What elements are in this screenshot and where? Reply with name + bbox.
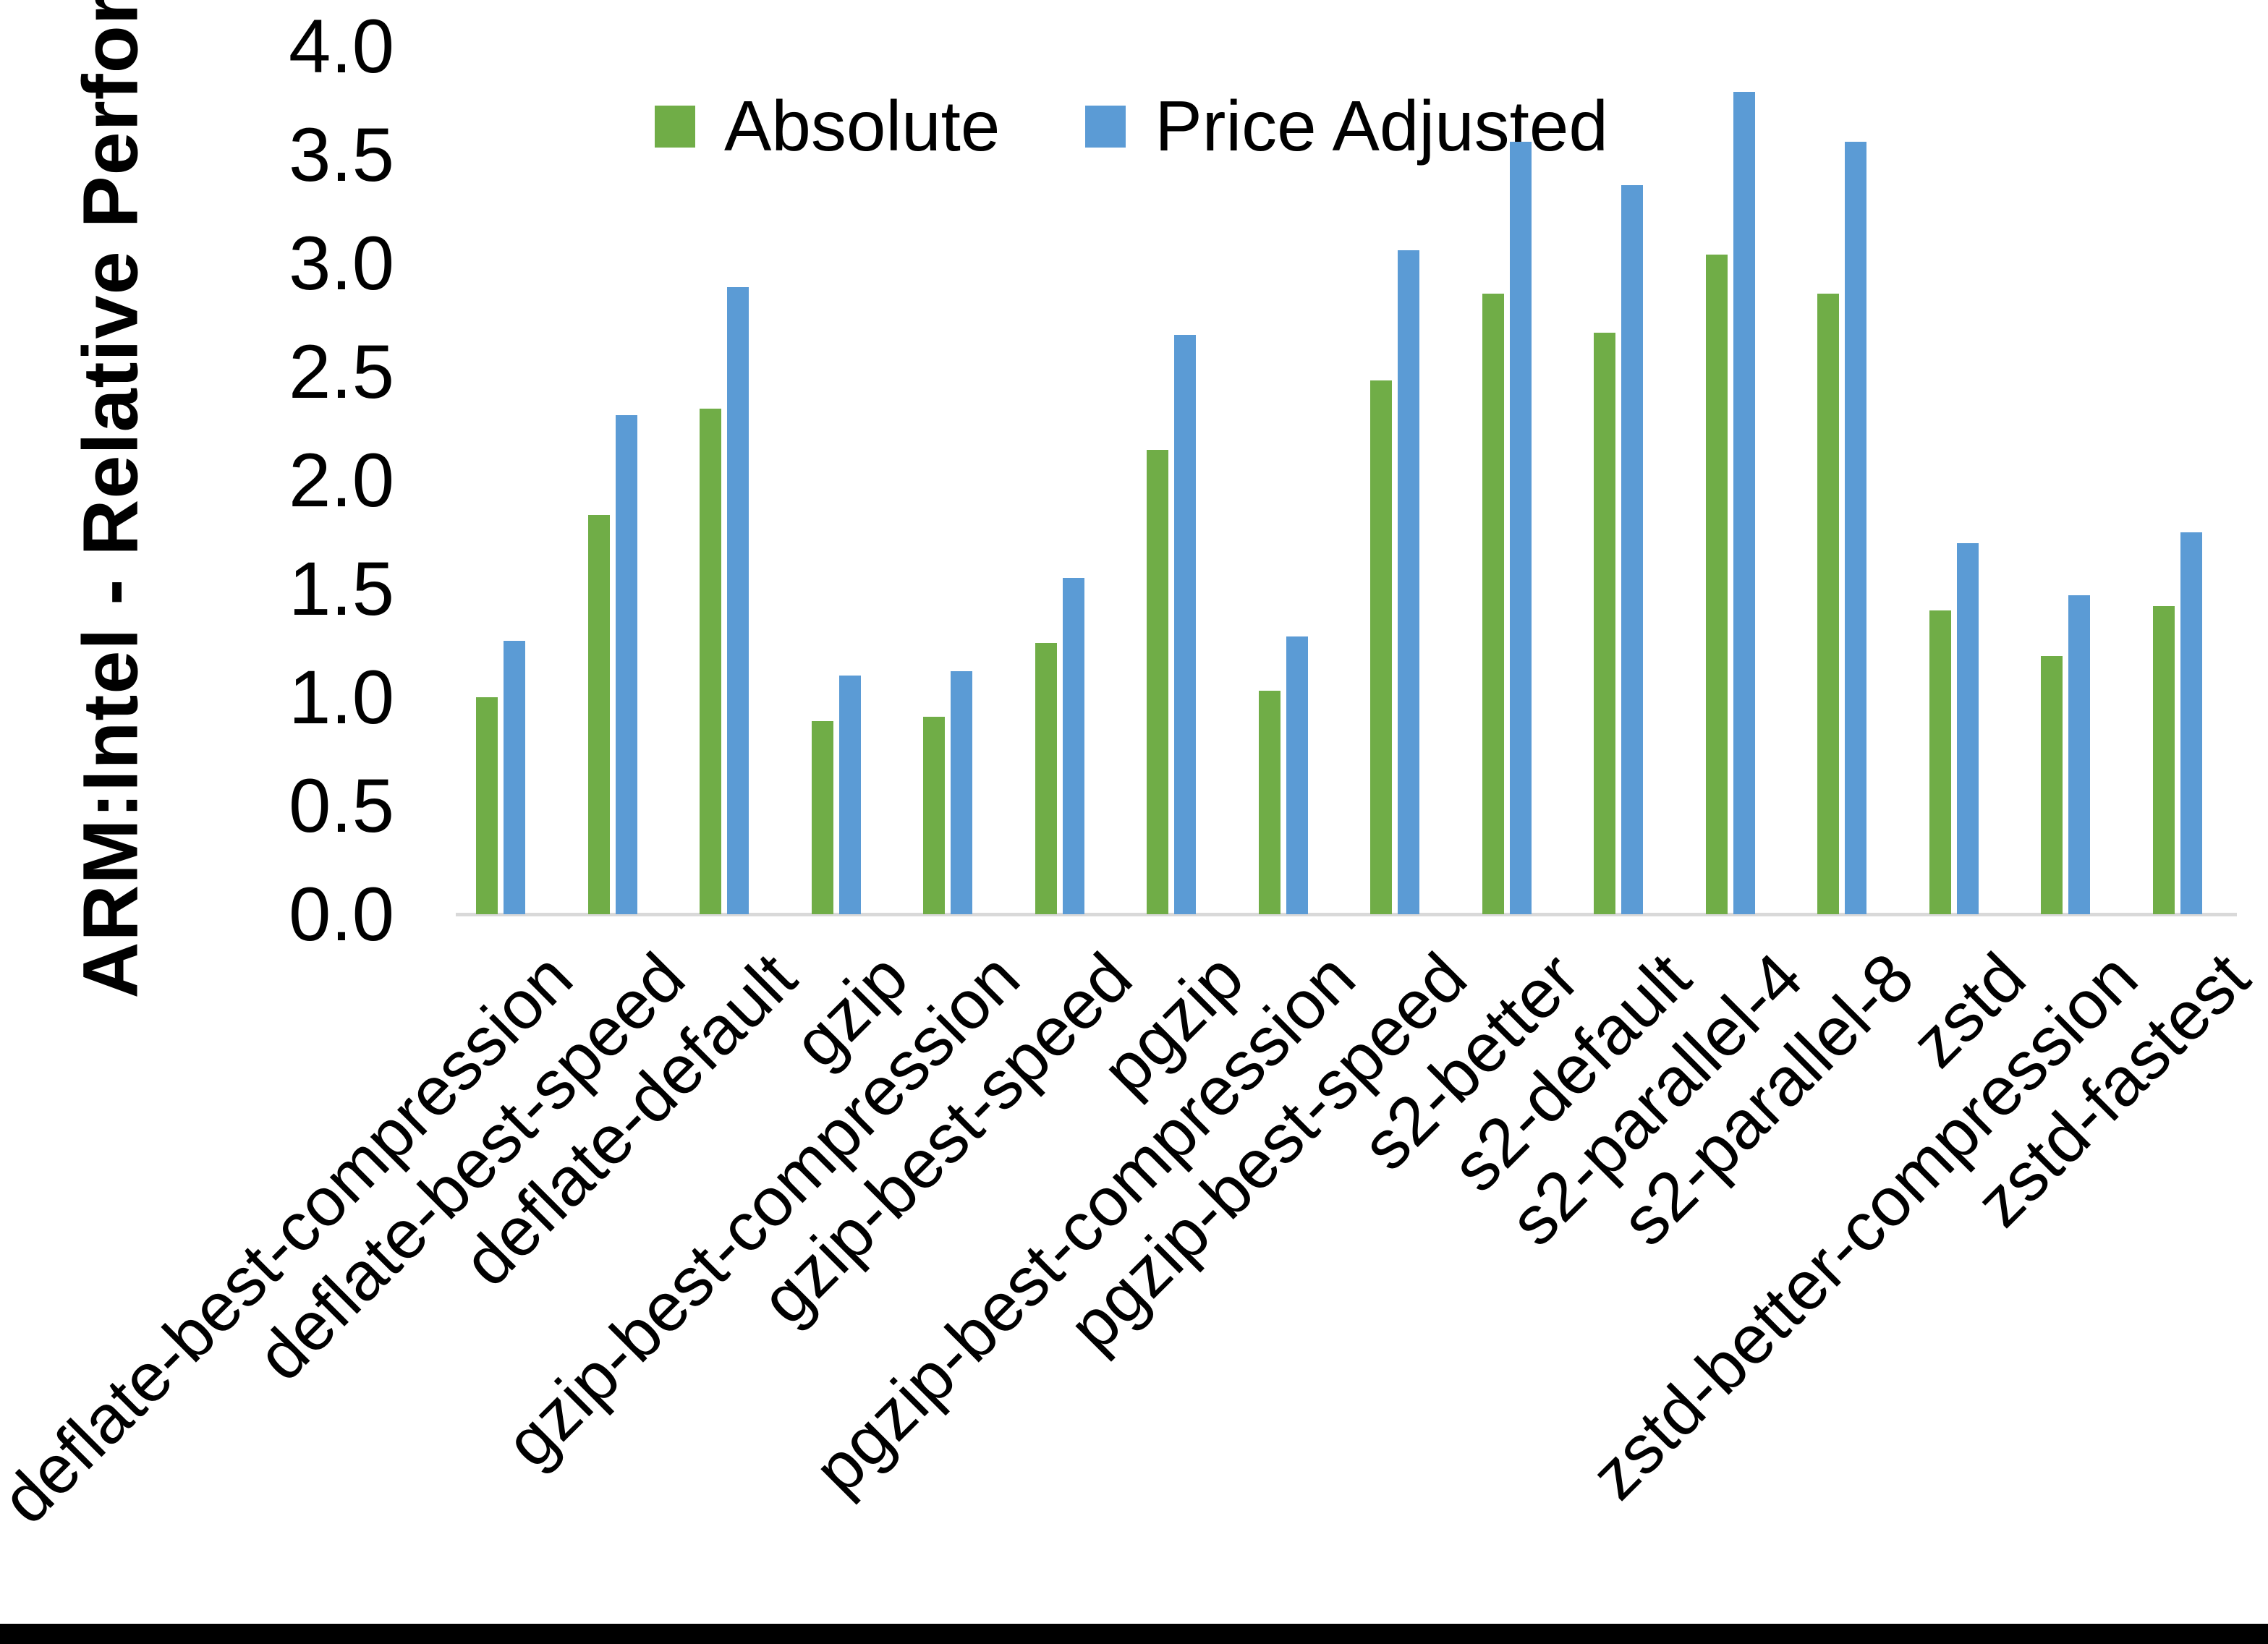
legend-label-absolute: Absolute xyxy=(724,86,1001,166)
bar-price-adjusted-gzip xyxy=(838,676,861,914)
bar-price-adjusted-zstd xyxy=(1956,543,1979,914)
y-tick-label-1.0: 1.0 xyxy=(289,655,394,740)
bar-absolute-gzip xyxy=(811,721,833,914)
bar-absolute-pgzip-best-speed xyxy=(1370,380,1392,914)
bar-absolute-deflate-default xyxy=(700,409,721,914)
y-tick-label-0.5: 0.5 xyxy=(289,764,394,848)
x-axis-line xyxy=(456,913,2237,916)
y-tick-label-4.0: 4.0 xyxy=(289,4,394,89)
legend-item-absolute: Absolute xyxy=(655,85,1000,167)
bottom-edge-bar xyxy=(0,1624,2268,1644)
bar-absolute-s2-better xyxy=(1482,294,1504,914)
bar-absolute-zstd-fastest xyxy=(2152,606,2175,914)
bar-absolute-zstd xyxy=(1929,610,1951,914)
y-tick-label-3.0: 3.0 xyxy=(289,221,394,306)
bar-absolute-deflate-best-speed xyxy=(587,515,610,914)
bar-absolute-gzip-best-compression xyxy=(923,717,945,914)
bar-absolute-pgzip xyxy=(1147,450,1168,914)
y-tick-label-1.5: 1.5 xyxy=(289,547,394,631)
bar-price-adjusted-zstd-fastest xyxy=(2180,532,2202,914)
bar-price-adjusted-gzip-best-speed xyxy=(1062,578,1084,914)
bar-absolute-s2-parallel-8 xyxy=(1817,294,1839,914)
bar-absolute-s2-parallel-4 xyxy=(1705,255,1728,914)
bar-price-adjusted-zstd-better-compression xyxy=(2068,595,2090,914)
y-tick-label-2.0: 2.0 xyxy=(289,438,394,523)
bar-price-adjusted-pgzip xyxy=(1174,335,1196,914)
y-tick-label-0.0: 0.0 xyxy=(289,872,394,957)
bar-price-adjusted-gzip-best-compression xyxy=(951,671,972,914)
bar-price-adjusted-pgzip-best-compression xyxy=(1286,636,1308,914)
legend-swatch-price-adjusted xyxy=(1085,105,1126,148)
bar-price-adjusted-deflate-best-compression xyxy=(504,641,525,914)
bar-price-adjusted-deflate-best-speed xyxy=(615,415,637,914)
legend: Absolute Price Adjusted xyxy=(655,85,1608,167)
bar-price-adjusted-s2-default xyxy=(1621,185,1643,914)
bar-price-adjusted-deflate-default xyxy=(727,287,749,914)
y-axis-title: ARM:Intel - Relative Performance xyxy=(66,0,154,999)
bar-price-adjusted-s2-parallel-4 xyxy=(1733,92,1755,914)
bar-absolute-deflate-best-compression xyxy=(476,697,498,914)
bar-absolute-zstd-better-compression xyxy=(2041,656,2063,914)
y-tick-label-2.5: 2.5 xyxy=(289,330,394,414)
legend-item-price-adjusted: Price Adjusted xyxy=(1085,85,1608,167)
bar-absolute-s2-default xyxy=(1594,333,1615,914)
y-tick-label-3.5: 3.5 xyxy=(289,113,394,197)
bar-price-adjusted-s2-parallel-8 xyxy=(1845,142,1866,914)
bar-absolute-gzip-best-speed xyxy=(1035,643,1057,914)
bar-absolute-pgzip-best-compression xyxy=(1258,691,1280,914)
bar-price-adjusted-pgzip-best-speed xyxy=(1398,250,1419,914)
legend-label-price-adjusted: Price Adjusted xyxy=(1155,86,1608,166)
legend-swatch-absolute xyxy=(655,105,695,148)
bar-price-adjusted-s2-better xyxy=(1509,142,1532,914)
